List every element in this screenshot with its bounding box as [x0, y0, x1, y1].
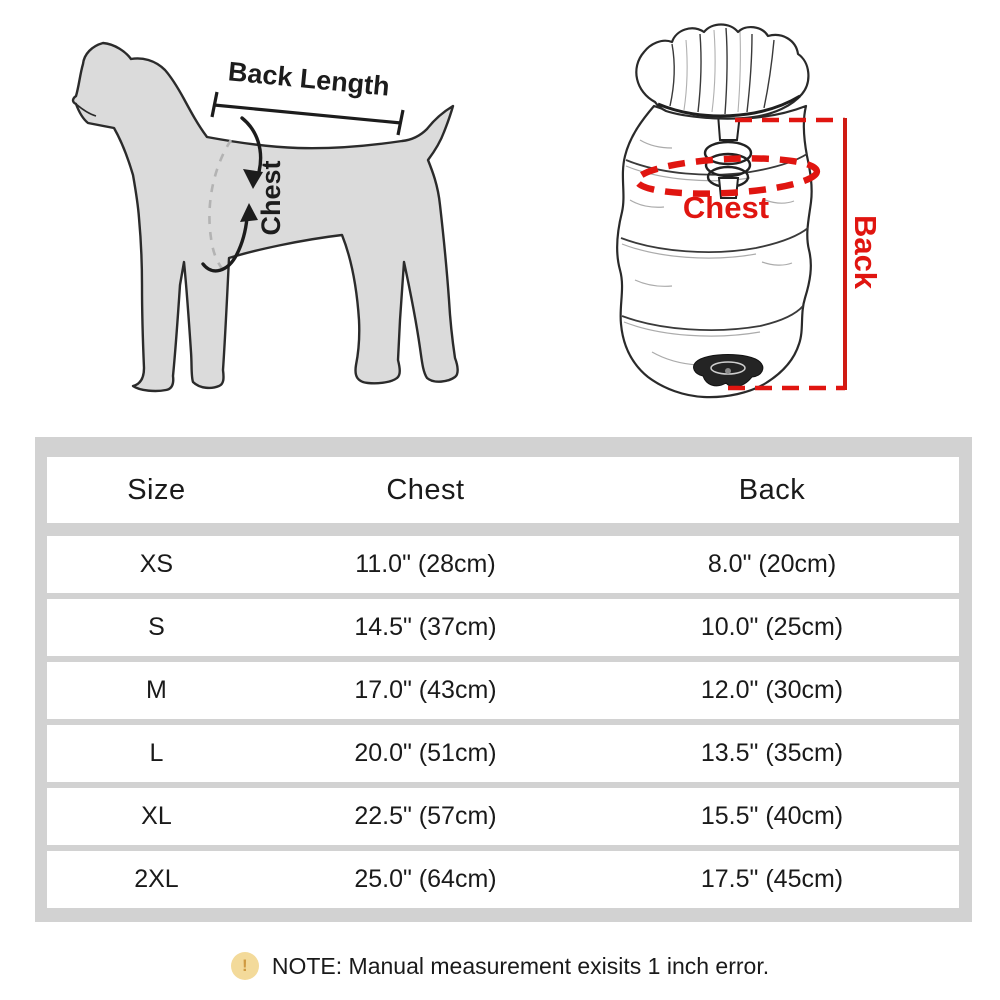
- vest-measure-illustration: Chest Back: [616, 23, 883, 399]
- collar-ruffle-lines: [669, 27, 775, 115]
- dog-chest-label: Chest: [256, 160, 286, 235]
- chest-cell: 20.0" (51cm): [354, 739, 497, 767]
- chest-cell: 17.0" (43cm): [354, 676, 497, 704]
- back-cell: 10.0" (25cm): [700, 613, 844, 641]
- size-cell: 2XL: [134, 865, 179, 893]
- dog-mouth-line: [75, 103, 97, 117]
- warning-icon: !: [230, 952, 259, 980]
- back-length-tick-left: [210, 91, 219, 118]
- vest-chest-label: Chest: [683, 190, 769, 225]
- vest-back-label: Back: [848, 215, 883, 290]
- vest-collar: [635, 23, 810, 120]
- header-size: Size: [127, 473, 186, 506]
- table-row: M 17.0" (43cm) 12.0" (30cm): [47, 662, 959, 719]
- back-cell: 13.5" (35cm): [700, 739, 844, 767]
- back-cell: 8.0" (20cm): [707, 550, 837, 578]
- chest-cell: 25.0" (64cm): [354, 865, 497, 893]
- table-row: XS 11.0" (28cm) 8.0" (20cm): [47, 536, 959, 593]
- chest-cell: 14.5" (37cm): [354, 613, 497, 641]
- table-row: S 14.5" (37cm) 10.0" (25cm): [47, 599, 959, 656]
- back-length-tick-right: [396, 109, 405, 136]
- vest-chest-dashed-ellipse: [633, 155, 821, 197]
- chest-girth-dashed-line: [208, 139, 233, 272]
- chest-arrow-down: [240, 116, 263, 174]
- collar-bottom-seam: [657, 94, 801, 118]
- header-back: Back: [738, 473, 806, 506]
- warning-icon-glyph: !: [242, 956, 248, 975]
- table-row: L 20.0" (51cm) 13.5" (35cm): [47, 725, 959, 782]
- back-cell: 15.5" (40cm): [700, 802, 844, 830]
- chest-arrow-up-head-icon: [240, 203, 258, 222]
- size-cell: S: [148, 613, 165, 641]
- note-text: NOTE: Manual measurement exisits 1 inch …: [271, 952, 770, 979]
- size-table: Size Chest Back XS 11.0" (28cm) 8.0" (20…: [35, 437, 972, 922]
- back-cell: 12.0" (30cm): [700, 676, 844, 704]
- back-cell: 17.5" (45cm): [700, 865, 844, 893]
- size-cell: XS: [139, 550, 174, 578]
- size-cell: XL: [141, 802, 172, 830]
- chest-cell: 11.0" (28cm): [355, 550, 496, 578]
- note: ! NOTE: Manual measurement exisits 1 inc…: [0, 944, 1000, 988]
- header-chest: Chest: [386, 473, 465, 506]
- table-row: XL 22.5" (57cm) 15.5" (40cm): [47, 788, 959, 845]
- collar-ruffle-light-lines: [683, 29, 741, 113]
- table-header-row: Size Chest Back: [47, 457, 959, 523]
- back-length-label: Back Length: [227, 56, 391, 101]
- size-cell: M: [146, 676, 167, 704]
- chest-arrow-down-head-icon: [243, 169, 263, 189]
- size-cell: L: [149, 739, 164, 767]
- back-length-line: [213, 103, 402, 125]
- table-row: 2XL 25.0" (64cm) 17.5" (45cm): [47, 851, 959, 908]
- chest-arrow-up: [201, 216, 249, 273]
- dog-measure-illustration: Back Length Chest: [71, 41, 459, 393]
- dog-silhouette: [71, 41, 459, 393]
- chest-cell: 22.5" (57cm): [354, 802, 497, 830]
